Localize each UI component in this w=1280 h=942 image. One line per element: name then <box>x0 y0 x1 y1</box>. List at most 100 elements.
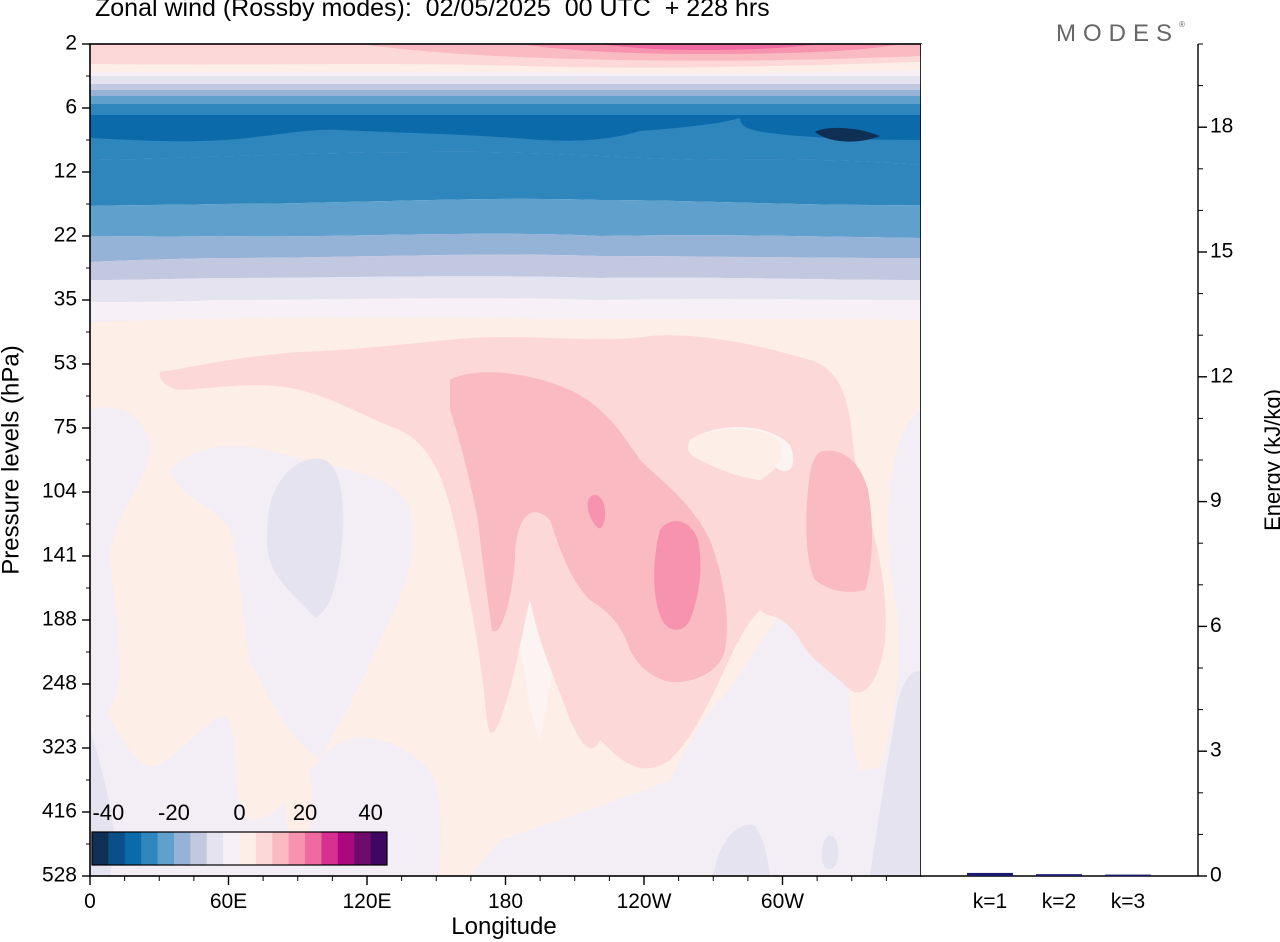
y-tick-label: 188 <box>42 608 77 631</box>
y-tick-label: 248 <box>42 672 77 695</box>
energy-tick-label: 18 <box>1210 115 1233 138</box>
y-tick-label: 22 <box>54 224 77 247</box>
x-tick-label: 60E <box>210 890 247 913</box>
band-light-positive <box>90 62 921 74</box>
x-tick-label: 120E <box>342 890 391 913</box>
modes-logo-text: MODES <box>1056 20 1180 47</box>
energy-bar <box>1036 874 1082 876</box>
y-tick-label: 12 <box>54 160 77 183</box>
contour-positive-20 <box>654 521 701 630</box>
colorbar-swatch <box>141 832 159 865</box>
pressure-axis: 2 6 12 22 35 53 75 104 141 188 248 323 416 528 <box>42 32 90 887</box>
contour-neg-patch-s <box>712 824 770 876</box>
energy-tick-label: 9 <box>1210 489 1222 512</box>
energy-axis-ticks: 0 3 6 9 12 15 18 <box>1198 43 1233 887</box>
stratosphere-bands <box>90 44 921 320</box>
y-axis-label: Pressure levels (hPa) <box>0 345 24 574</box>
band-neg-2 <box>90 84 921 90</box>
x-tick-label: 180 <box>488 890 523 913</box>
band-neg-6-inner <box>90 118 921 165</box>
colorbar-swatch <box>337 832 355 865</box>
colorbar-tick-label: 40 <box>358 800 382 825</box>
band-neg-2-lower <box>90 276 921 302</box>
colorbar-swatch <box>206 832 224 865</box>
energy-category-label: k=3 <box>1111 890 1145 913</box>
energy-panel-background <box>921 44 1198 876</box>
band-neg-3 <box>90 90 921 96</box>
y-tick-label: 416 <box>42 800 77 823</box>
energy-axis-label: Energy (kJ/kg) <box>1260 389 1280 531</box>
x-tick-label: 120W <box>617 890 672 913</box>
contour-light-hole-90w <box>688 428 782 480</box>
colorbar-swatch <box>239 832 257 865</box>
energy-tick-label: 3 <box>1210 739 1222 762</box>
colorbar-swatch <box>305 832 322 865</box>
colorbar-swatch <box>92 832 109 865</box>
contour-positive-15-east <box>806 450 872 592</box>
colorbar-swatch <box>288 832 306 865</box>
colorbar-swatch <box>173 832 191 865</box>
colorbar-tick-label: 20 <box>293 800 317 825</box>
colorbar-swatch <box>124 832 142 865</box>
colorbar-swatch <box>190 832 208 865</box>
colorbar: -40 -20 0 20 40 <box>91 800 388 866</box>
colorbar-tick-label: 0 <box>233 800 245 825</box>
energy-panel: 0 3 6 9 12 15 18 k=1 k=2 k=3 Energy (kJ/kg) <box>921 43 1280 913</box>
energy-bars <box>967 872 1151 877</box>
colorbar-frame <box>91 831 388 866</box>
band-neg-3-lower <box>90 254 921 280</box>
energy-category-label: k=1 <box>973 890 1007 913</box>
band-neutral <box>90 70 921 76</box>
contour-positive-20-small <box>587 495 606 529</box>
energy-tick-label: 15 <box>1210 240 1233 263</box>
contour-neg-patch-se <box>870 671 921 876</box>
modes-logo: MODES® <box>1056 20 1185 48</box>
contour-neutral-patch-west <box>90 407 150 760</box>
energy-tick-label: 0 <box>1210 864 1222 887</box>
energy-bar <box>967 872 1013 876</box>
y-tick-label: 323 <box>42 736 77 759</box>
longitude-axis: 0 60E 120E 180 120W 60W <box>84 876 887 913</box>
band-neg-6-lower <box>90 151 921 206</box>
y-tick-label: 528 <box>42 864 77 887</box>
y-tick-label: 2 <box>65 32 77 55</box>
y-tick-label: 53 <box>54 352 77 375</box>
colorbar-swatch <box>157 832 175 865</box>
chart-title: Zonal wind (Rossby modes): 02/05/2025 00… <box>95 0 770 22</box>
colorbar-swatch <box>108 832 126 865</box>
y-tick-label: 35 <box>54 288 77 311</box>
band-neg-4-lower <box>90 233 921 262</box>
colorbar-swatch <box>370 832 388 865</box>
contour-neg-patch-s2 <box>821 835 839 869</box>
y-tick-label: 75 <box>54 416 77 439</box>
band-neg-7-core <box>815 127 880 142</box>
colorbar-swatch <box>272 832 290 865</box>
y-tick-label: 141 <box>42 544 77 567</box>
band-neg-1 <box>90 76 921 84</box>
contour-neutral-patch-centre <box>170 446 413 760</box>
energy-bar <box>1105 874 1151 877</box>
band-neg-1-lower <box>90 298 921 320</box>
y-tick-label: 6 <box>65 96 77 119</box>
colorbar-tick-label: -40 <box>92 800 124 825</box>
x-axis-label: Longitude <box>451 913 556 940</box>
x-tick-label: 60W <box>761 890 804 913</box>
colorbar-swatch <box>223 832 240 865</box>
energy-category-labels: k=1 k=2 k=3 <box>973 890 1145 913</box>
colorbar-swatch <box>255 832 273 865</box>
energy-category-label: k=2 <box>1042 890 1076 913</box>
colorbar-swatch <box>354 832 372 865</box>
x-tick-label: 0 <box>84 890 96 913</box>
contour-neg-patch-centre <box>266 458 344 618</box>
colorbar-swatch <box>321 832 339 865</box>
colorbar-tick-label: -20 <box>158 800 190 825</box>
band-neg-4 <box>90 96 921 104</box>
registered-mark: ® <box>1179 20 1185 29</box>
zonal-wind-contour-field <box>90 44 921 876</box>
energy-tick-label: 6 <box>1210 614 1222 637</box>
energy-tick-label: 12 <box>1210 364 1233 387</box>
y-tick-label: 104 <box>42 480 77 503</box>
band-positive-top-core <box>600 44 820 50</box>
band-neg-5-lower <box>90 198 921 238</box>
